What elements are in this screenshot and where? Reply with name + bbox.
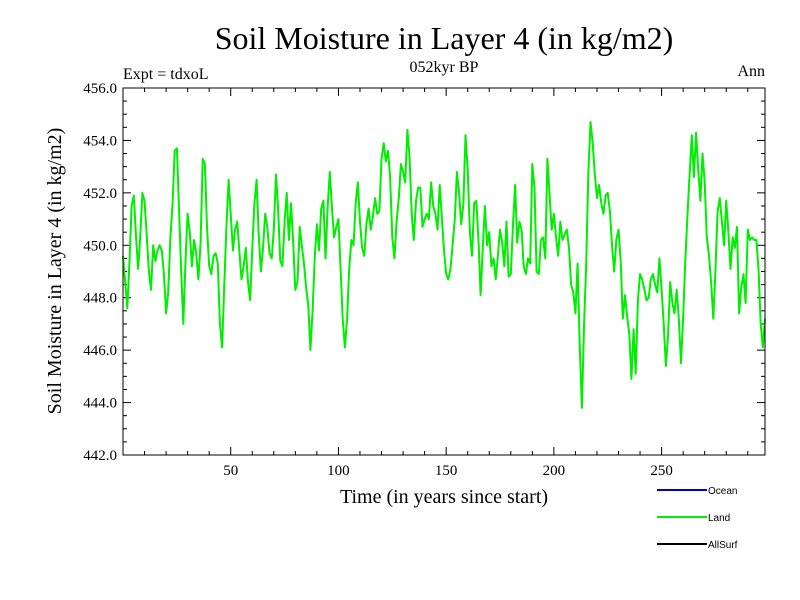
y-tick-label: 456.0 bbox=[83, 81, 117, 97]
series-line-land bbox=[122, 121, 766, 409]
x-tick-label: 150 bbox=[435, 463, 458, 479]
y-tick-label: 444.0 bbox=[83, 396, 117, 412]
legend-label-allsurf: AllSurf bbox=[708, 540, 738, 551]
legend-label-land: Land bbox=[708, 513, 730, 524]
x-axis-label: Time (in years since start) bbox=[340, 486, 548, 508]
x-tick-label: 50 bbox=[223, 463, 238, 479]
y-tick-label: 452.0 bbox=[83, 186, 117, 202]
series-layer bbox=[122, 121, 766, 409]
y-tick-label: 446.0 bbox=[83, 343, 117, 359]
chart-title: Soil Moisture in Layer 4 (in kg/m2) bbox=[215, 20, 674, 56]
plot-frame bbox=[122, 87, 766, 456]
y-tick-label: 448.0 bbox=[83, 291, 117, 307]
y-tick-label: 442.0 bbox=[83, 448, 117, 464]
x-tick-label: 200 bbox=[543, 463, 566, 479]
y-tick-label: 450.0 bbox=[83, 238, 117, 254]
legend-label-ocean: Ocean bbox=[708, 486, 737, 497]
y-tick-label: 454.0 bbox=[83, 133, 117, 149]
axis-ticks bbox=[123, 87, 765, 456]
experiment-label: Expt = tdxoL bbox=[123, 66, 208, 83]
season-label: Ann bbox=[737, 63, 765, 80]
chart-subtitle: 052kyr BP bbox=[410, 59, 479, 76]
tick-labels: 50 100 150 200 250 442.0 444.0 446.0 448.0 450.0 4… bbox=[83, 81, 673, 479]
legend: Ocean Land AllSurf bbox=[657, 486, 738, 551]
x-tick-label: 100 bbox=[327, 463, 350, 479]
x-tick-label: 250 bbox=[650, 463, 673, 479]
y-axis-label: Soil Moisture in Layer 4 (in kg/m2) bbox=[44, 128, 66, 415]
